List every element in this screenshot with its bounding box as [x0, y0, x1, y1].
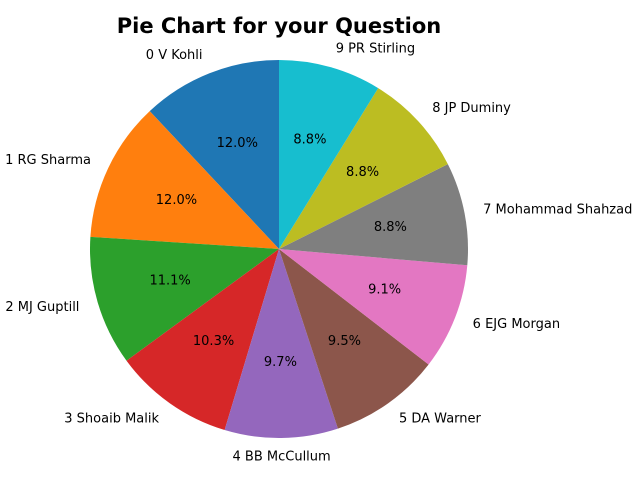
category-label: 3 Shoaib Malik: [64, 411, 159, 426]
category-label: 4 BB McCullum: [233, 449, 331, 464]
pie-slices: [89, 60, 468, 439]
pie-slice: [279, 88, 448, 249]
pie-slice: [149, 60, 279, 249]
category-labels: 0 V Kohli 1 RG Sharma 2 MJ Guptill 3 Shoaib…: [5, 41, 632, 464]
pie-slice: [224, 249, 338, 439]
category-label: 0 V Kohli: [146, 48, 203, 63]
pie-slice: [279, 60, 379, 249]
pie-slice: [90, 111, 279, 249]
percent-label: 9.5%: [328, 334, 361, 349]
percent-label: 12.0%: [156, 193, 197, 208]
category-label: 1 RG Sharma: [5, 153, 91, 168]
pie-slice: [279, 249, 429, 429]
pie-slice: [126, 249, 279, 431]
pie-slice: [279, 164, 468, 266]
percent-label: 8.8%: [293, 132, 326, 147]
percent-label: 10.3%: [193, 334, 234, 349]
pie-slice: [279, 249, 468, 365]
percent-labels: 12.0% 12.0% 11.1% 10.3% 9.7% 9.5% 9.1% 8.8% 8.8%…: [149, 132, 406, 369]
percent-label: 12.0%: [217, 136, 258, 151]
category-label: 7 Mohammad Shahzad: [483, 202, 632, 217]
percent-label: 9.7%: [264, 355, 297, 370]
percent-label: 8.8%: [374, 220, 407, 235]
category-label: 5 DA Warner: [399, 411, 482, 426]
percent-label: 9.1%: [368, 283, 401, 298]
category-label: 6 EJG Morgan: [473, 317, 560, 332]
percent-label: 8.8%: [346, 165, 379, 180]
category-label: 9 PR Stirling: [336, 41, 415, 56]
category-label: 2 MJ Guptill: [5, 300, 79, 315]
pie-slice: [89, 236, 279, 361]
category-label: 8 JP Duminy: [432, 101, 511, 116]
chart-title: Pie Chart for your Question: [117, 14, 442, 38]
percent-label: 11.1%: [149, 273, 190, 288]
